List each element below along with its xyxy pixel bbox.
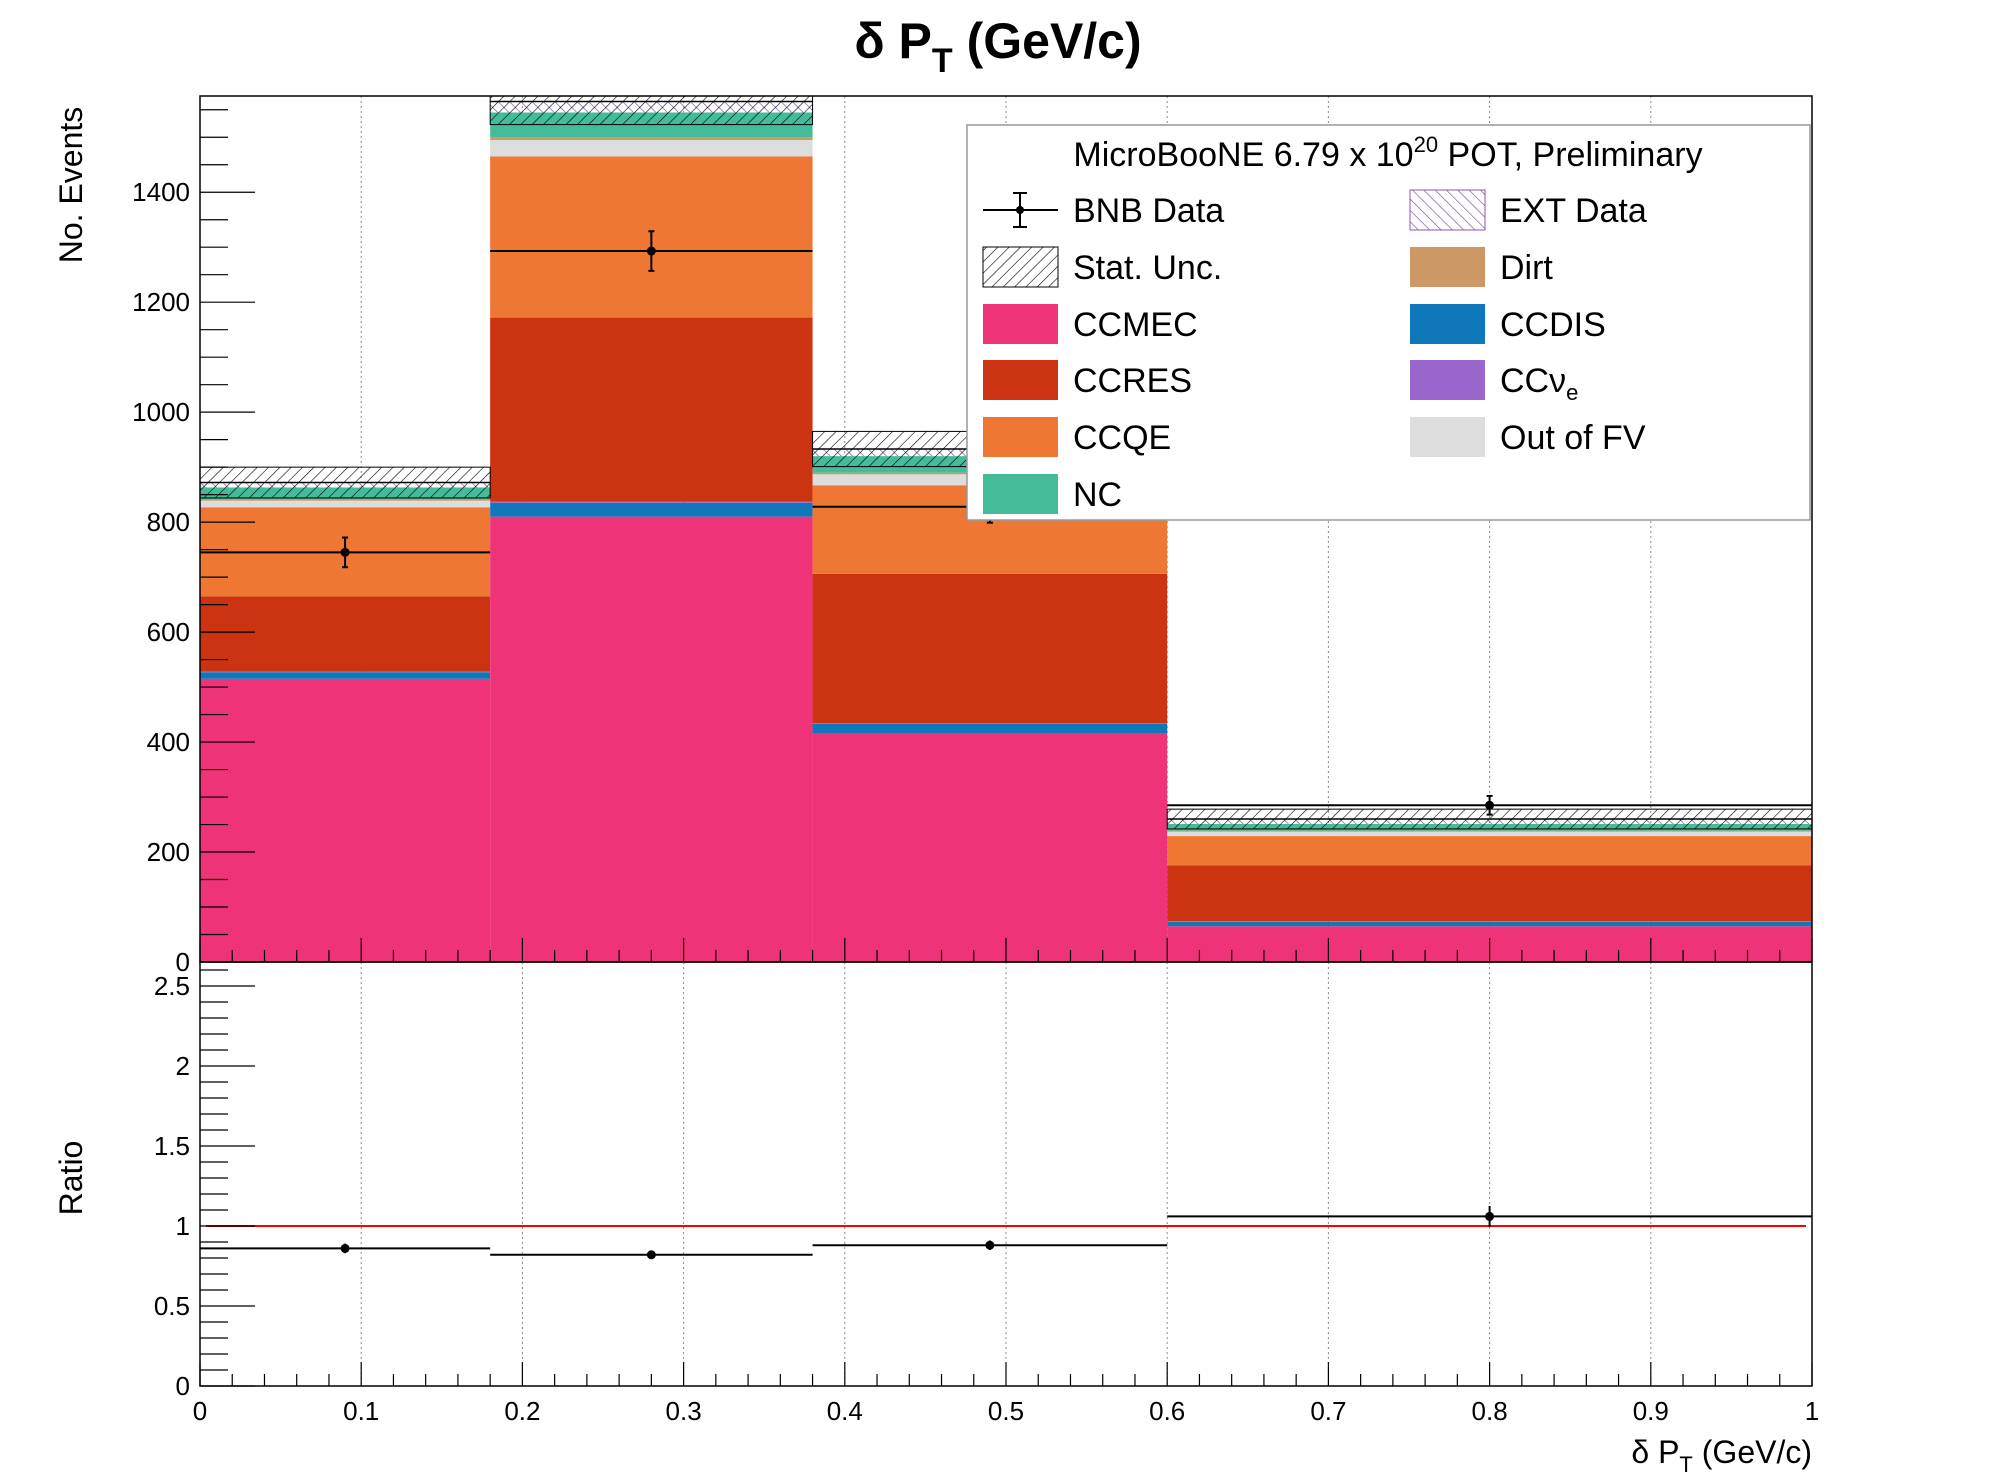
x-tick-label: 0.5	[988, 1396, 1024, 1426]
legend-header: MicroBooNE 6.79 x 1020 POT, Preliminary	[1073, 132, 1702, 174]
legend-label: BNB Data	[1073, 192, 1224, 230]
x-tick-label: 0.2	[504, 1396, 540, 1426]
y-tick-label: 1	[176, 1211, 190, 1241]
bar-segment-ccdis	[200, 672, 491, 679]
x-tick-label: 0.7	[1310, 1396, 1346, 1426]
bar-segment-ccmec	[812, 733, 1168, 962]
data-marker	[1485, 800, 1495, 810]
bottom-y-axis-title: Ratio	[53, 1141, 89, 1216]
bar-segment-cc-e	[812, 723, 1168, 724]
y-tick-label: 600	[147, 617, 190, 647]
ratio-point	[490, 1250, 813, 1260]
x-tick-label: 0.9	[1633, 1396, 1669, 1426]
data-point	[1167, 794, 1812, 816]
bar-segment-ccmec	[200, 678, 491, 962]
bar-segment-ccdis	[1167, 921, 1812, 927]
legend-item-dirt: Dirt	[1410, 247, 1553, 287]
bar-segment-cc-e	[200, 671, 491, 673]
legend-item-ccdis: CCDIS	[1410, 304, 1606, 344]
stat-unc-band	[489, 95, 814, 126]
bar-segment-dirt	[200, 499, 491, 501]
bar-segment-out-of-fv	[1167, 831, 1812, 837]
legend: MicroBooNE 6.79 x 1020 POT, Preliminary …	[966, 124, 1811, 521]
bottom-gridlines	[360, 962, 1652, 1386]
legend-item-ccqe: CCQE	[983, 417, 1171, 457]
x-tick-label: 0.1	[343, 1396, 379, 1426]
top-y-axis-title: No. Events	[53, 107, 89, 264]
legend-label: Stat. Unc.	[1073, 249, 1222, 287]
y-tick-label: 1400	[132, 177, 190, 207]
x-tick-label: 0	[193, 1396, 207, 1426]
ratio-point	[200, 1243, 491, 1254]
stacked-histogram-panel: 0 200 400 600 800 1000 1200 1400 MicroBooNE 6.7…	[132, 95, 1813, 977]
legend-label: Dirt	[1500, 249, 1553, 287]
bar-segment-ccres	[490, 317, 813, 502]
legend-label: EXT Data	[1500, 192, 1647, 230]
bottom-y-axis: 0 0.5 1 1.5 2 2.5	[154, 969, 255, 1401]
y-tick-label: 0	[176, 947, 190, 977]
legend-box	[966, 124, 1811, 521]
legend-item-ext-data: EXT Data	[1409, 189, 1647, 231]
bar-segment-ccmec	[490, 516, 813, 962]
y-tick-label: 800	[147, 507, 190, 537]
x-tick-label: 0.3	[666, 1396, 702, 1426]
ratio-points	[200, 1206, 1812, 1260]
data-point	[200, 536, 491, 569]
bar-segment-ccres	[200, 596, 491, 672]
y-tick-label: 0.5	[154, 1291, 190, 1321]
legend-item-ccnue: CCνe	[1410, 360, 1578, 405]
data-marker	[340, 547, 350, 557]
y-tick-label: 1200	[132, 287, 190, 317]
legend-label: CCDIS	[1500, 306, 1606, 344]
y-tick-label: 2.5	[154, 971, 190, 1001]
ratio-marker	[646, 1250, 656, 1260]
ratio-point	[812, 1240, 1168, 1250]
y-tick-label: 0	[176, 1371, 190, 1401]
ratio-panel: 0 0.5 1 1.5 2 2.5 0 0.1 0.2 0.3 0.4 0.5 0.6 0.7 0.8 0.…	[154, 938, 1819, 1426]
legend-label: CCMEC	[1073, 306, 1198, 344]
ratio-marker	[985, 1240, 995, 1250]
x-tick-label: 1	[1805, 1396, 1819, 1426]
bar-segment-dirt	[1167, 830, 1812, 832]
data-point	[490, 230, 813, 272]
bar-segment-out-of-fv	[200, 500, 491, 508]
x-axis-title: δ PT (GeV/c)	[1631, 1434, 1812, 1472]
legend-item-bnb-data: BNB Data	[983, 192, 1224, 230]
ratio-point	[1167, 1206, 1812, 1227]
bar-segment-out-of-fv	[490, 139, 813, 157]
legend-item-stat-unc: Stat. Unc.	[982, 246, 1222, 288]
y-tick-label: 1.5	[154, 1131, 190, 1161]
x-tick-label: 0.8	[1472, 1396, 1508, 1426]
legend-label: CCRES	[1073, 362, 1192, 400]
ratio-marker	[1485, 1211, 1495, 1221]
y-tick-label: 1000	[132, 397, 190, 427]
legend-item-nc: NC	[983, 474, 1122, 514]
x-tick-label: 0.6	[1149, 1396, 1185, 1426]
data-marker	[646, 246, 656, 256]
legend-item-ccres: CCRES	[983, 360, 1192, 400]
y-tick-label: 200	[147, 837, 190, 867]
x-tick-label: 0.4	[827, 1396, 863, 1426]
legend-label: CCνe	[1500, 362, 1578, 405]
legend-label: CCQE	[1073, 419, 1171, 457]
bar-segment-ccres	[812, 573, 1168, 724]
bar-segment-ccqe	[1167, 836, 1812, 866]
bar-segment-ccdis	[812, 723, 1168, 734]
legend-item-out-of-fv: Out of FV	[1410, 417, 1646, 457]
bar-segment-dirt	[490, 137, 813, 140]
bar-segment-ccdis	[490, 502, 813, 517]
ratio-marker	[340, 1243, 350, 1253]
legend-item-ccmec: CCMEC	[983, 304, 1198, 344]
bar-segment-cc-e	[1167, 921, 1812, 922]
chart-title: δ PT (GeV/c)	[854, 13, 1141, 80]
top-y-axis: 0 200 400 600 800 1000 1200 1400	[132, 109, 255, 977]
x-axis: 0 0.1 0.2 0.3 0.4 0.5 0.6 0.7 0.8 0.9 1	[193, 938, 1819, 1426]
bar-segment-ccres	[1167, 865, 1812, 922]
bar-segment-cc-e	[490, 501, 813, 503]
y-tick-label: 2	[176, 1051, 190, 1081]
legend-label: NC	[1073, 476, 1122, 514]
legend-label: Out of FV	[1500, 419, 1646, 457]
y-tick-label: 400	[147, 727, 190, 757]
